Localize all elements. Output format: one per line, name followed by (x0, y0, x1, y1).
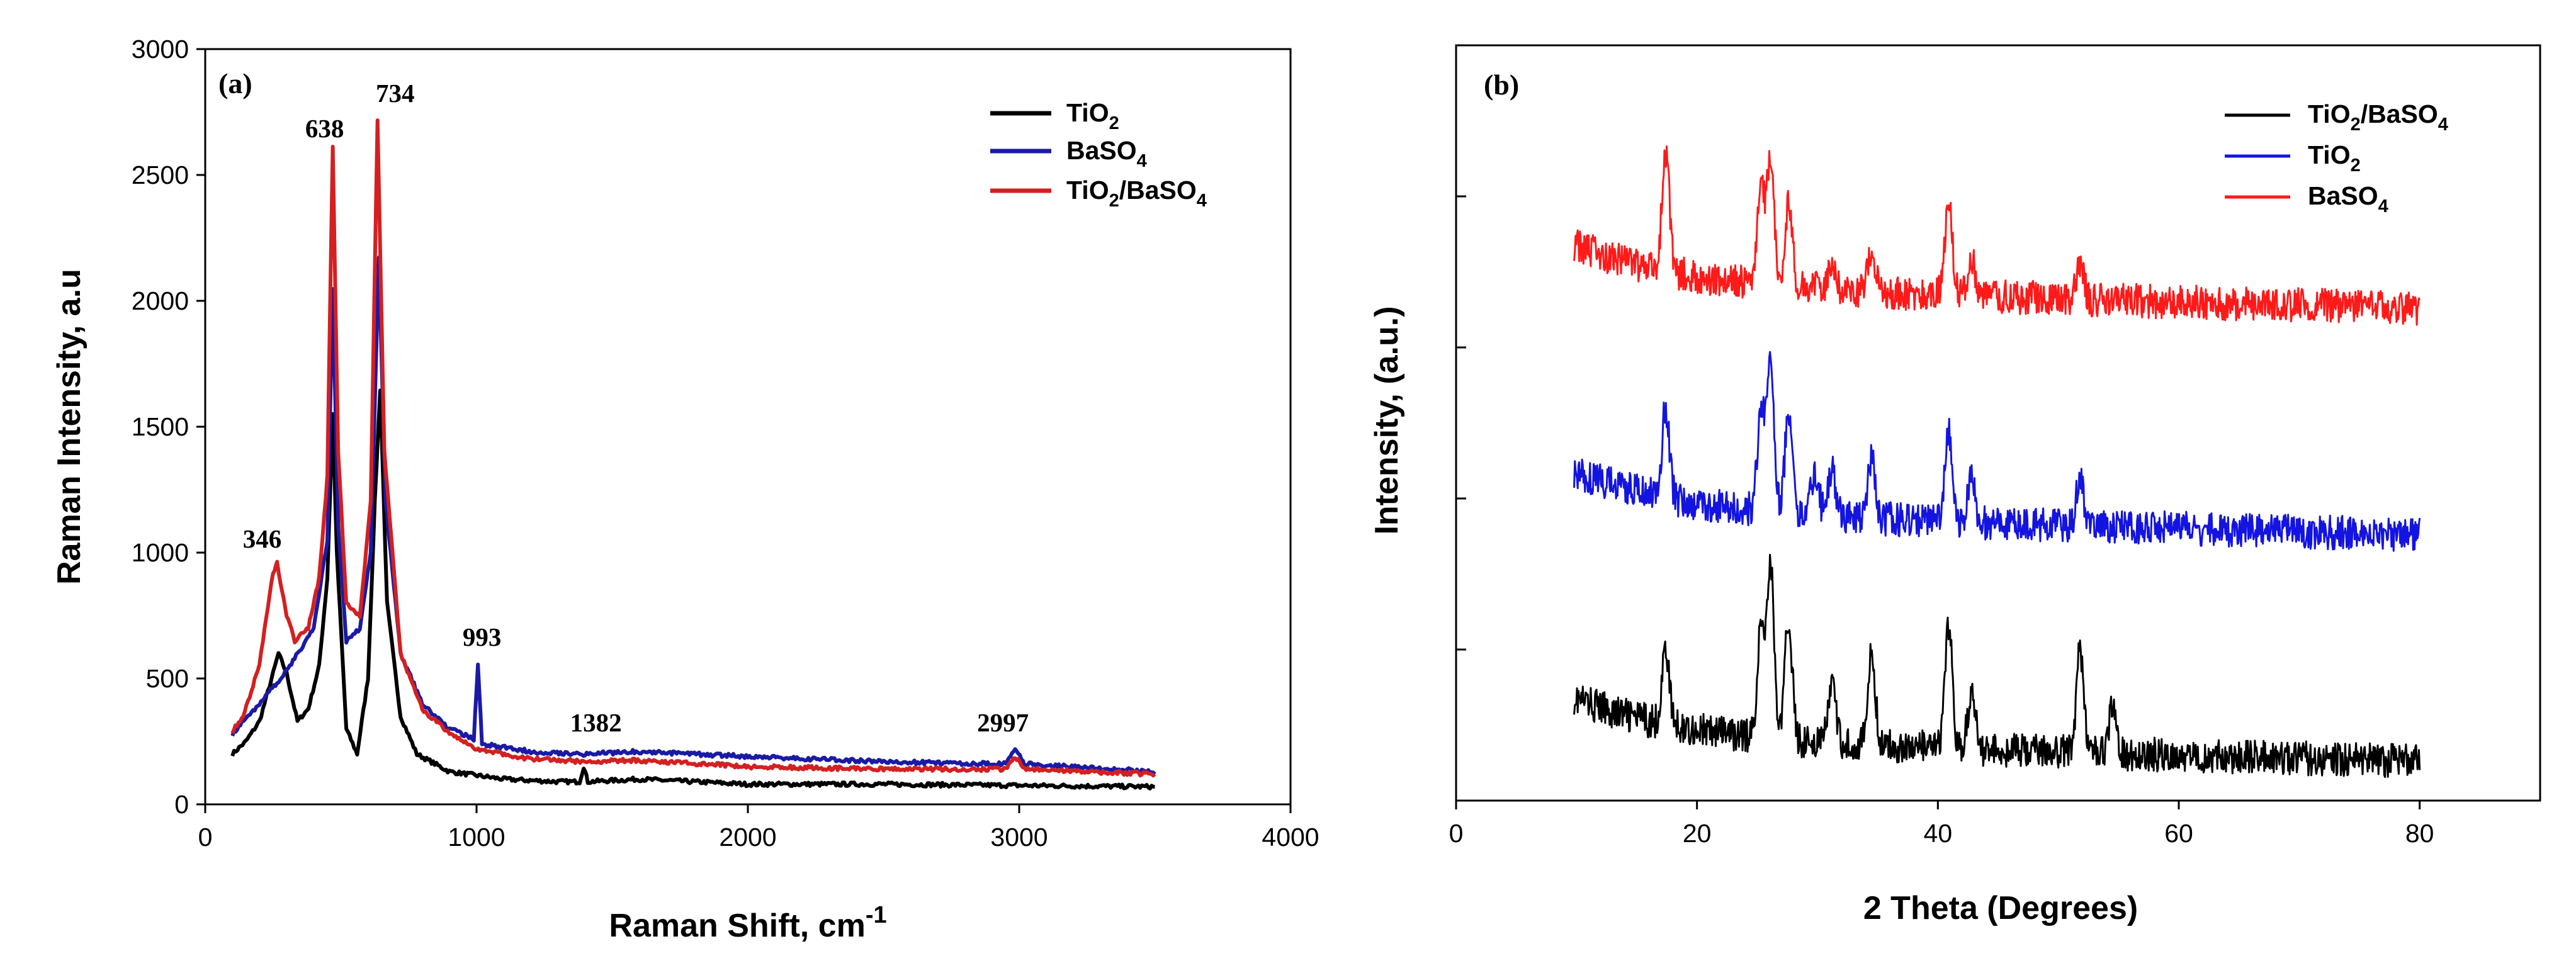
raman-y-tick-label: 1500 (132, 412, 189, 441)
raman-y-axis-title: Raman Intensity, a.u (51, 269, 88, 585)
raman-y-tick-label: 2500 (132, 160, 189, 189)
legend-label-tio2-baso4: TiO2/BaSO4 (1066, 176, 1207, 211)
panel-label-a: (a) (218, 67, 252, 99)
xrd-series-tio2 (1573, 351, 2421, 552)
peak-annotation-346: 346 (243, 524, 282, 553)
legend-label-tio2: TiO2 (2308, 140, 2361, 176)
raman-x-tick-label: 2000 (719, 823, 776, 852)
xrd-x-tick-label: 60 (2164, 819, 2193, 848)
legend-label-baso4: BaSO4 (2308, 181, 2388, 217)
xrd-series-group (1573, 145, 2421, 779)
xrd-series-baso4 (1573, 145, 2421, 326)
xrd-chart: 0 20 40 60 80 (b) 2 Theta (Degrees) Intensit… (1369, 44, 2541, 926)
xrd-x-tick-label: 0 (1449, 819, 1464, 848)
legend-label-baso4: BaSO4 (1066, 136, 1147, 171)
peak-annotation-1382: 1382 (570, 708, 622, 737)
raman-y-tick-label: 2000 (132, 286, 189, 315)
xrd-plot-frame (1455, 44, 2541, 802)
xrd-x-tick-label: 20 (1683, 819, 1712, 848)
raman-series-tio2 (230, 388, 1155, 791)
raman-series-group (230, 118, 1156, 791)
peak-annotation-734: 734 (376, 79, 415, 108)
raman-x-tick-label: 4000 (1262, 823, 1319, 852)
panel-label-b: (b) (1484, 69, 1519, 101)
raman-chart: 0 1000 2000 3000 4000 0 500 1000 1500 2000 2500 30… (51, 35, 1319, 944)
raman-x-tick-label: 0 (198, 823, 213, 852)
xrd-y-ticks (1456, 195, 1466, 651)
raman-x-axis-title: Raman Shift, cm-1 (609, 902, 886, 944)
xrd-x-tick-label: 80 (2405, 819, 2434, 848)
raman-y-tick-label: 500 (146, 664, 189, 693)
xrd-series-tio2-baso4 (1573, 553, 2421, 779)
raman-y-tick-label: 3000 (132, 35, 189, 64)
peak-annotation-2997: 2997 (977, 708, 1029, 737)
raman-series-baso4 (230, 256, 1156, 775)
peak-annotation-638: 638 (305, 114, 344, 143)
raman-x-ticks: 0 1000 2000 3000 4000 (198, 804, 1319, 852)
xrd-y-axis-title: Intensity, (a.u.) (1369, 306, 1405, 534)
raman-y-tick-label: 0 (174, 790, 189, 819)
raman-x-tick-label: 3000 (990, 823, 1048, 852)
raman-y-tick-label: 1000 (132, 538, 189, 567)
peak-annotation-993: 993 (463, 622, 502, 651)
raman-series-tio2-baso4 (230, 118, 1156, 778)
xrd-x-tick-label: 40 (1924, 819, 1953, 848)
legend-label-tio2: TiO2 (1066, 98, 1119, 133)
xrd-x-axis-title: 2 Theta (Degrees) (1863, 890, 2138, 926)
xrd-legend: TiO2/BaSO4 TiO2 BaSO4 (2225, 99, 2448, 217)
legend-label-tio2-baso4: TiO2/BaSO4 (2308, 99, 2448, 135)
raman-y-ticks: 0 500 1000 1500 2000 2500 3000 (132, 35, 205, 819)
raman-peak-annotations: 346 638 734 993 1382 2997 (243, 79, 1029, 737)
raman-legend: TiO2 BaSO4 TiO2/BaSO4 (990, 98, 1207, 211)
raman-x-tick-label: 1000 (448, 823, 505, 852)
xrd-x-ticks: 0 20 40 60 80 (1449, 801, 2434, 848)
